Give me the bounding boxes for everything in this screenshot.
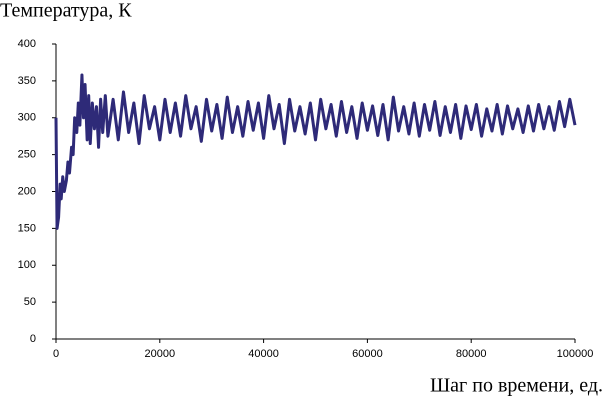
x-tick-label: 0 <box>53 348 59 360</box>
x-tick-label: 80000 <box>456 348 487 360</box>
x-tick-label: 100000 <box>557 348 594 360</box>
y-tick-label: 50 <box>24 296 36 308</box>
x-tick-label: 40000 <box>248 348 279 360</box>
y-tick-label: 350 <box>18 75 36 87</box>
x-tick-label: 60000 <box>352 348 383 360</box>
y-axis-label: Температура, К <box>0 0 132 22</box>
data-line <box>54 73 577 230</box>
y-tick-label: 200 <box>18 185 36 197</box>
y-tick-label: 400 <box>18 38 36 50</box>
x-axis-label: Шаг по времени, ед. <box>430 375 603 397</box>
y-tick-label: 0 <box>30 333 36 345</box>
y-tick-label: 250 <box>18 149 36 161</box>
y-tick-label: 300 <box>18 112 36 124</box>
y-tick-label: 100 <box>18 259 36 271</box>
y-tick-label: 150 <box>18 222 36 234</box>
x-tick-label: 20000 <box>145 348 176 360</box>
